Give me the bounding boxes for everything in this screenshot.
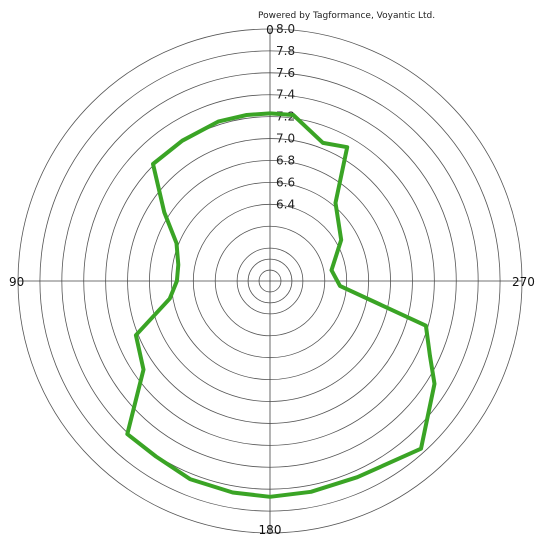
radial-tick-label: 6.4 [276, 197, 295, 211]
angle-label-0: 0 [266, 23, 274, 37]
angle-label-270: 270 [512, 275, 535, 289]
angle-labels: 0 90 180 270 [9, 23, 535, 536]
radial-tick-label: 7.6 [276, 66, 295, 80]
angle-label-90: 90 [9, 275, 24, 289]
radial-tick-label: 7.4 [276, 88, 295, 102]
radial-tick-label: 7.8 [276, 44, 295, 58]
credit-text: Powered by Tagformance, Voyantic Ltd. [258, 11, 435, 21]
series-group [125, 111, 437, 499]
radial-tick-label: 7.0 [276, 132, 295, 146]
series-line [125, 111, 437, 499]
radial-tick-label: 6.6 [276, 175, 295, 189]
radial-tick-label: 6.8 [276, 154, 295, 168]
angle-label-180: 180 [259, 523, 282, 536]
radial-tick-labels: 6.46.66.87.07.27.47.67.88.0 [276, 22, 295, 211]
radial-tick-label: 8.0 [276, 22, 295, 36]
grid-axes [18, 29, 522, 533]
